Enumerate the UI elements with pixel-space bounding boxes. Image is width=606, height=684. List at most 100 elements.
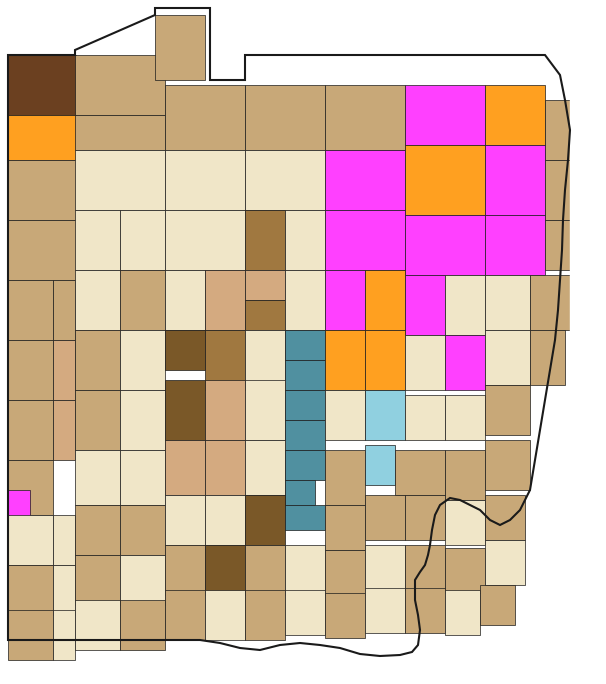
Bar <box>530 330 565 385</box>
Bar <box>285 330 325 360</box>
Bar <box>285 450 325 480</box>
Bar <box>120 555 165 605</box>
Bar <box>545 160 590 220</box>
Bar <box>570 0 606 684</box>
Bar <box>120 450 165 505</box>
Bar <box>485 385 530 435</box>
Bar <box>245 590 285 640</box>
Bar <box>325 85 405 150</box>
Bar <box>325 450 365 505</box>
Bar <box>545 100 590 160</box>
Bar <box>75 330 120 390</box>
Bar <box>165 440 205 495</box>
Bar <box>285 270 325 330</box>
Bar <box>75 115 165 150</box>
Bar <box>165 330 205 370</box>
Bar <box>365 445 395 485</box>
Bar <box>8 340 53 400</box>
Bar <box>445 275 485 335</box>
Bar <box>245 495 285 545</box>
Bar <box>8 160 76 220</box>
Bar <box>165 270 205 330</box>
Bar <box>245 440 285 495</box>
Bar <box>445 548 485 593</box>
Bar <box>205 495 245 545</box>
Bar <box>445 335 485 390</box>
Bar <box>485 540 525 585</box>
Bar <box>365 390 405 440</box>
Bar <box>8 220 76 280</box>
Bar <box>445 590 480 635</box>
Bar <box>405 275 445 335</box>
Bar <box>325 150 405 210</box>
Bar <box>245 210 285 270</box>
Bar <box>395 450 445 495</box>
Bar <box>53 280 75 340</box>
Bar <box>165 590 205 640</box>
Bar <box>245 150 325 210</box>
Bar <box>75 555 120 605</box>
Bar <box>285 545 325 595</box>
Bar <box>8 400 53 460</box>
Bar <box>545 220 590 270</box>
Bar <box>245 380 285 440</box>
Bar <box>165 85 245 150</box>
Bar <box>155 15 205 80</box>
Bar <box>285 360 325 390</box>
Bar <box>485 275 530 330</box>
Bar <box>480 585 515 625</box>
Bar <box>245 545 285 595</box>
Bar <box>365 588 405 633</box>
Bar <box>205 270 245 330</box>
Bar <box>285 420 325 450</box>
Bar <box>285 210 325 270</box>
Bar <box>405 395 445 440</box>
Bar <box>53 565 75 615</box>
Bar <box>75 505 120 555</box>
Bar <box>8 115 76 160</box>
Bar <box>245 330 285 390</box>
Bar <box>53 515 75 565</box>
Bar <box>325 270 365 330</box>
Bar <box>325 593 365 638</box>
Bar <box>75 55 165 115</box>
Bar <box>285 505 325 530</box>
Bar <box>485 495 525 540</box>
Bar <box>8 55 76 115</box>
Bar <box>165 545 205 595</box>
Bar <box>485 85 545 145</box>
Bar <box>205 380 245 440</box>
Bar <box>405 495 445 540</box>
Bar <box>75 600 120 650</box>
Bar <box>365 270 405 330</box>
Bar <box>285 390 325 420</box>
Bar <box>445 450 485 500</box>
Bar <box>8 610 53 660</box>
Bar <box>530 275 575 330</box>
Bar <box>8 565 53 615</box>
Bar <box>405 85 485 145</box>
Bar <box>405 335 445 390</box>
Bar <box>75 270 120 330</box>
Bar <box>205 330 245 390</box>
Bar <box>445 395 485 440</box>
Bar <box>8 280 53 340</box>
Bar <box>53 400 75 460</box>
Bar <box>165 380 205 440</box>
Bar <box>120 270 165 330</box>
Bar <box>120 330 165 390</box>
Bar <box>8 460 53 515</box>
Bar <box>75 390 120 450</box>
Bar <box>120 390 165 450</box>
Bar <box>405 588 445 633</box>
Bar <box>285 590 325 635</box>
Bar <box>325 505 365 550</box>
Bar <box>165 495 205 545</box>
Bar <box>165 210 245 270</box>
Bar <box>245 85 325 150</box>
Bar <box>325 390 365 440</box>
Bar <box>245 300 285 330</box>
Bar <box>8 515 53 565</box>
Bar <box>75 210 120 270</box>
Bar <box>365 545 405 590</box>
